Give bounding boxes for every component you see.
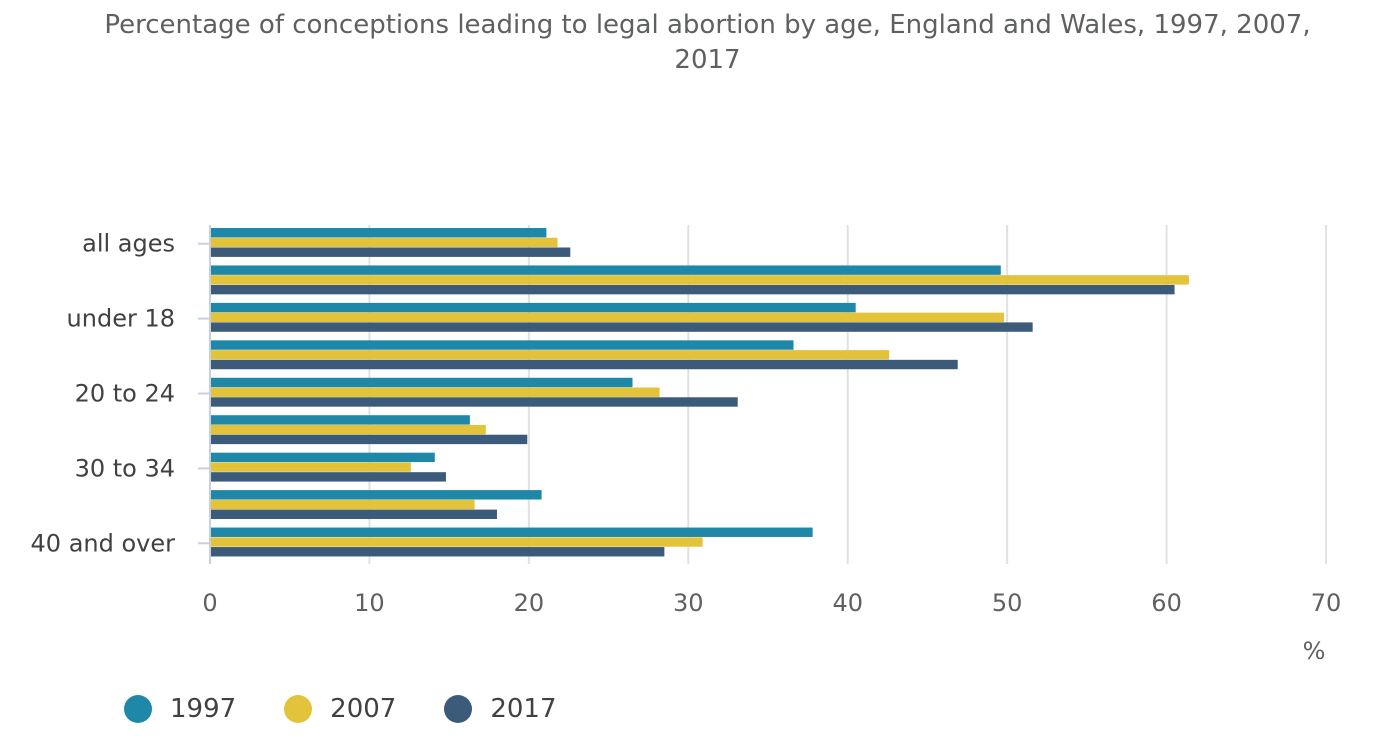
legend-swatch-2017: [444, 695, 473, 723]
bar-1997: [210, 415, 470, 425]
bar-2017: [210, 284, 1175, 295]
x-tick-label: 50: [992, 589, 1023, 617]
legend: 1997 2007 2017: [124, 694, 605, 724]
x-tick-label: 70: [1311, 589, 1342, 617]
bar-2017: [210, 397, 738, 407]
bar-2007: [210, 237, 558, 248]
bar-1997: [210, 340, 794, 350]
x-tick-label: 40: [832, 589, 863, 617]
legend-swatch-1997: [124, 695, 152, 723]
bar-2007: [210, 424, 486, 435]
bar-2017: [210, 247, 571, 257]
bar-2007: [210, 462, 411, 472]
bar-2017: [210, 547, 665, 557]
bar-1997: [210, 527, 813, 537]
bar-1997: [210, 490, 542, 500]
bar-2007: [210, 350, 890, 360]
x-axis-label: %: [1303, 637, 1326, 665]
bar-2017: [210, 509, 497, 520]
x-tick-label: 10: [354, 589, 385, 617]
chart-title: Percentage of conceptions leading to leg…: [104, 10, 1311, 75]
bar-2017: [210, 359, 958, 370]
y-tick-label: all ages: [82, 230, 175, 258]
x-tick-label: 0: [202, 589, 217, 617]
bar-2017: [210, 434, 528, 445]
bar-1997: [210, 265, 1001, 275]
bar-1997: [210, 228, 547, 238]
bars: [210, 228, 1189, 557]
y-axis: all ages under 18 20 to 24 30 to 34 40 and o…: [31, 225, 211, 564]
y-tick-label: 20 to 24: [75, 380, 175, 408]
bar-2007: [210, 499, 475, 510]
legend-label: 2007: [330, 694, 397, 724]
legend-item-1997[interactable]: 1997: [124, 694, 236, 724]
bar-2007: [210, 387, 660, 397]
legend-label: 1997: [170, 694, 237, 724]
y-tick-label: 40 and over: [31, 529, 176, 557]
bar-2017: [210, 322, 1033, 332]
legend-item-2007[interactable]: 2007: [284, 694, 396, 724]
y-tick-label: under 18: [67, 305, 175, 333]
bar-2007: [210, 537, 703, 547]
bar-1997: [210, 302, 856, 313]
x-tick-label: 20: [514, 589, 545, 617]
bar-2017: [210, 472, 446, 482]
legend-item-2017[interactable]: 2017: [444, 694, 557, 724]
y-tick-label: 30 to 34: [75, 454, 175, 482]
x-tick-label: 30: [673, 589, 704, 617]
bar-2007: [210, 312, 1004, 323]
x-axis-ticks: 0 10 20 30 40 50 60 70: [202, 589, 1341, 617]
bar-2007: [210, 275, 1189, 285]
bar-1997: [210, 377, 633, 388]
bar-1997: [210, 452, 435, 463]
legend-label: 2017: [490, 694, 557, 724]
legend-swatch-2007: [284, 695, 313, 723]
x-tick-label: 60: [1151, 589, 1182, 617]
